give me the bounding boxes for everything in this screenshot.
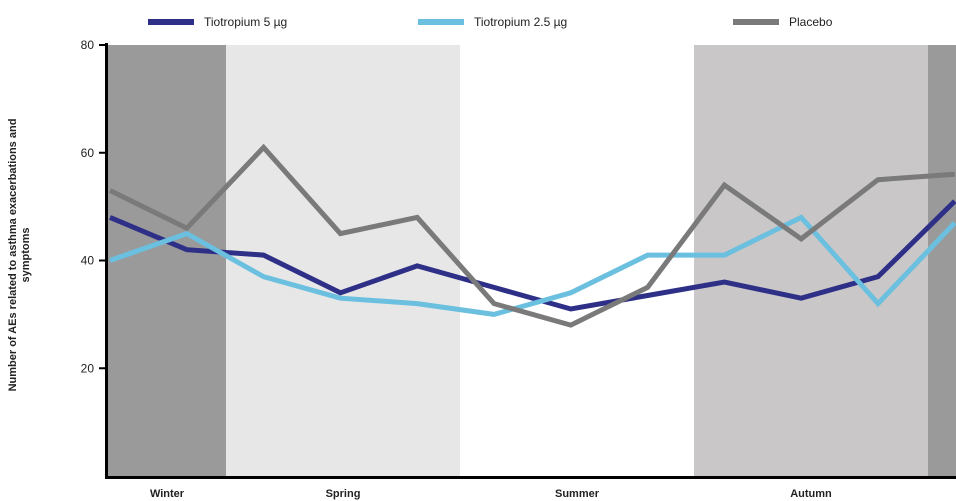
legend-label: Placebo [789,15,833,29]
season-label: Winter [150,488,185,500]
y-tick-label: 80 [81,38,95,52]
y-tick-label: 20 [81,361,95,375]
y-tick-label: 40 [81,254,95,268]
legend-item-tiotropium-2-5: Tiotropium 2.5 µg [418,12,567,32]
season-band [108,45,226,476]
season-band [226,45,460,476]
legend-swatch [733,19,779,25]
series-line [108,143,955,328]
legend-swatch [148,19,194,25]
season-band [694,45,928,476]
legend-item-placebo: Placebo [733,12,832,32]
season-band [928,45,956,476]
series-line [109,199,956,312]
legend-label: Tiotropium 5 µg [204,15,288,29]
legend-swatch [418,19,464,25]
y-tick-label: 60 [81,146,95,160]
season-label: Summer [555,488,600,500]
legend-item-tiotropium-5: Tiotropium 5 µg [148,12,287,32]
season-label: Autumn [790,488,832,500]
season-label: Spring [326,488,361,500]
legend-label: Tiotropium 2.5 µg [474,15,568,29]
season-band [460,45,694,476]
